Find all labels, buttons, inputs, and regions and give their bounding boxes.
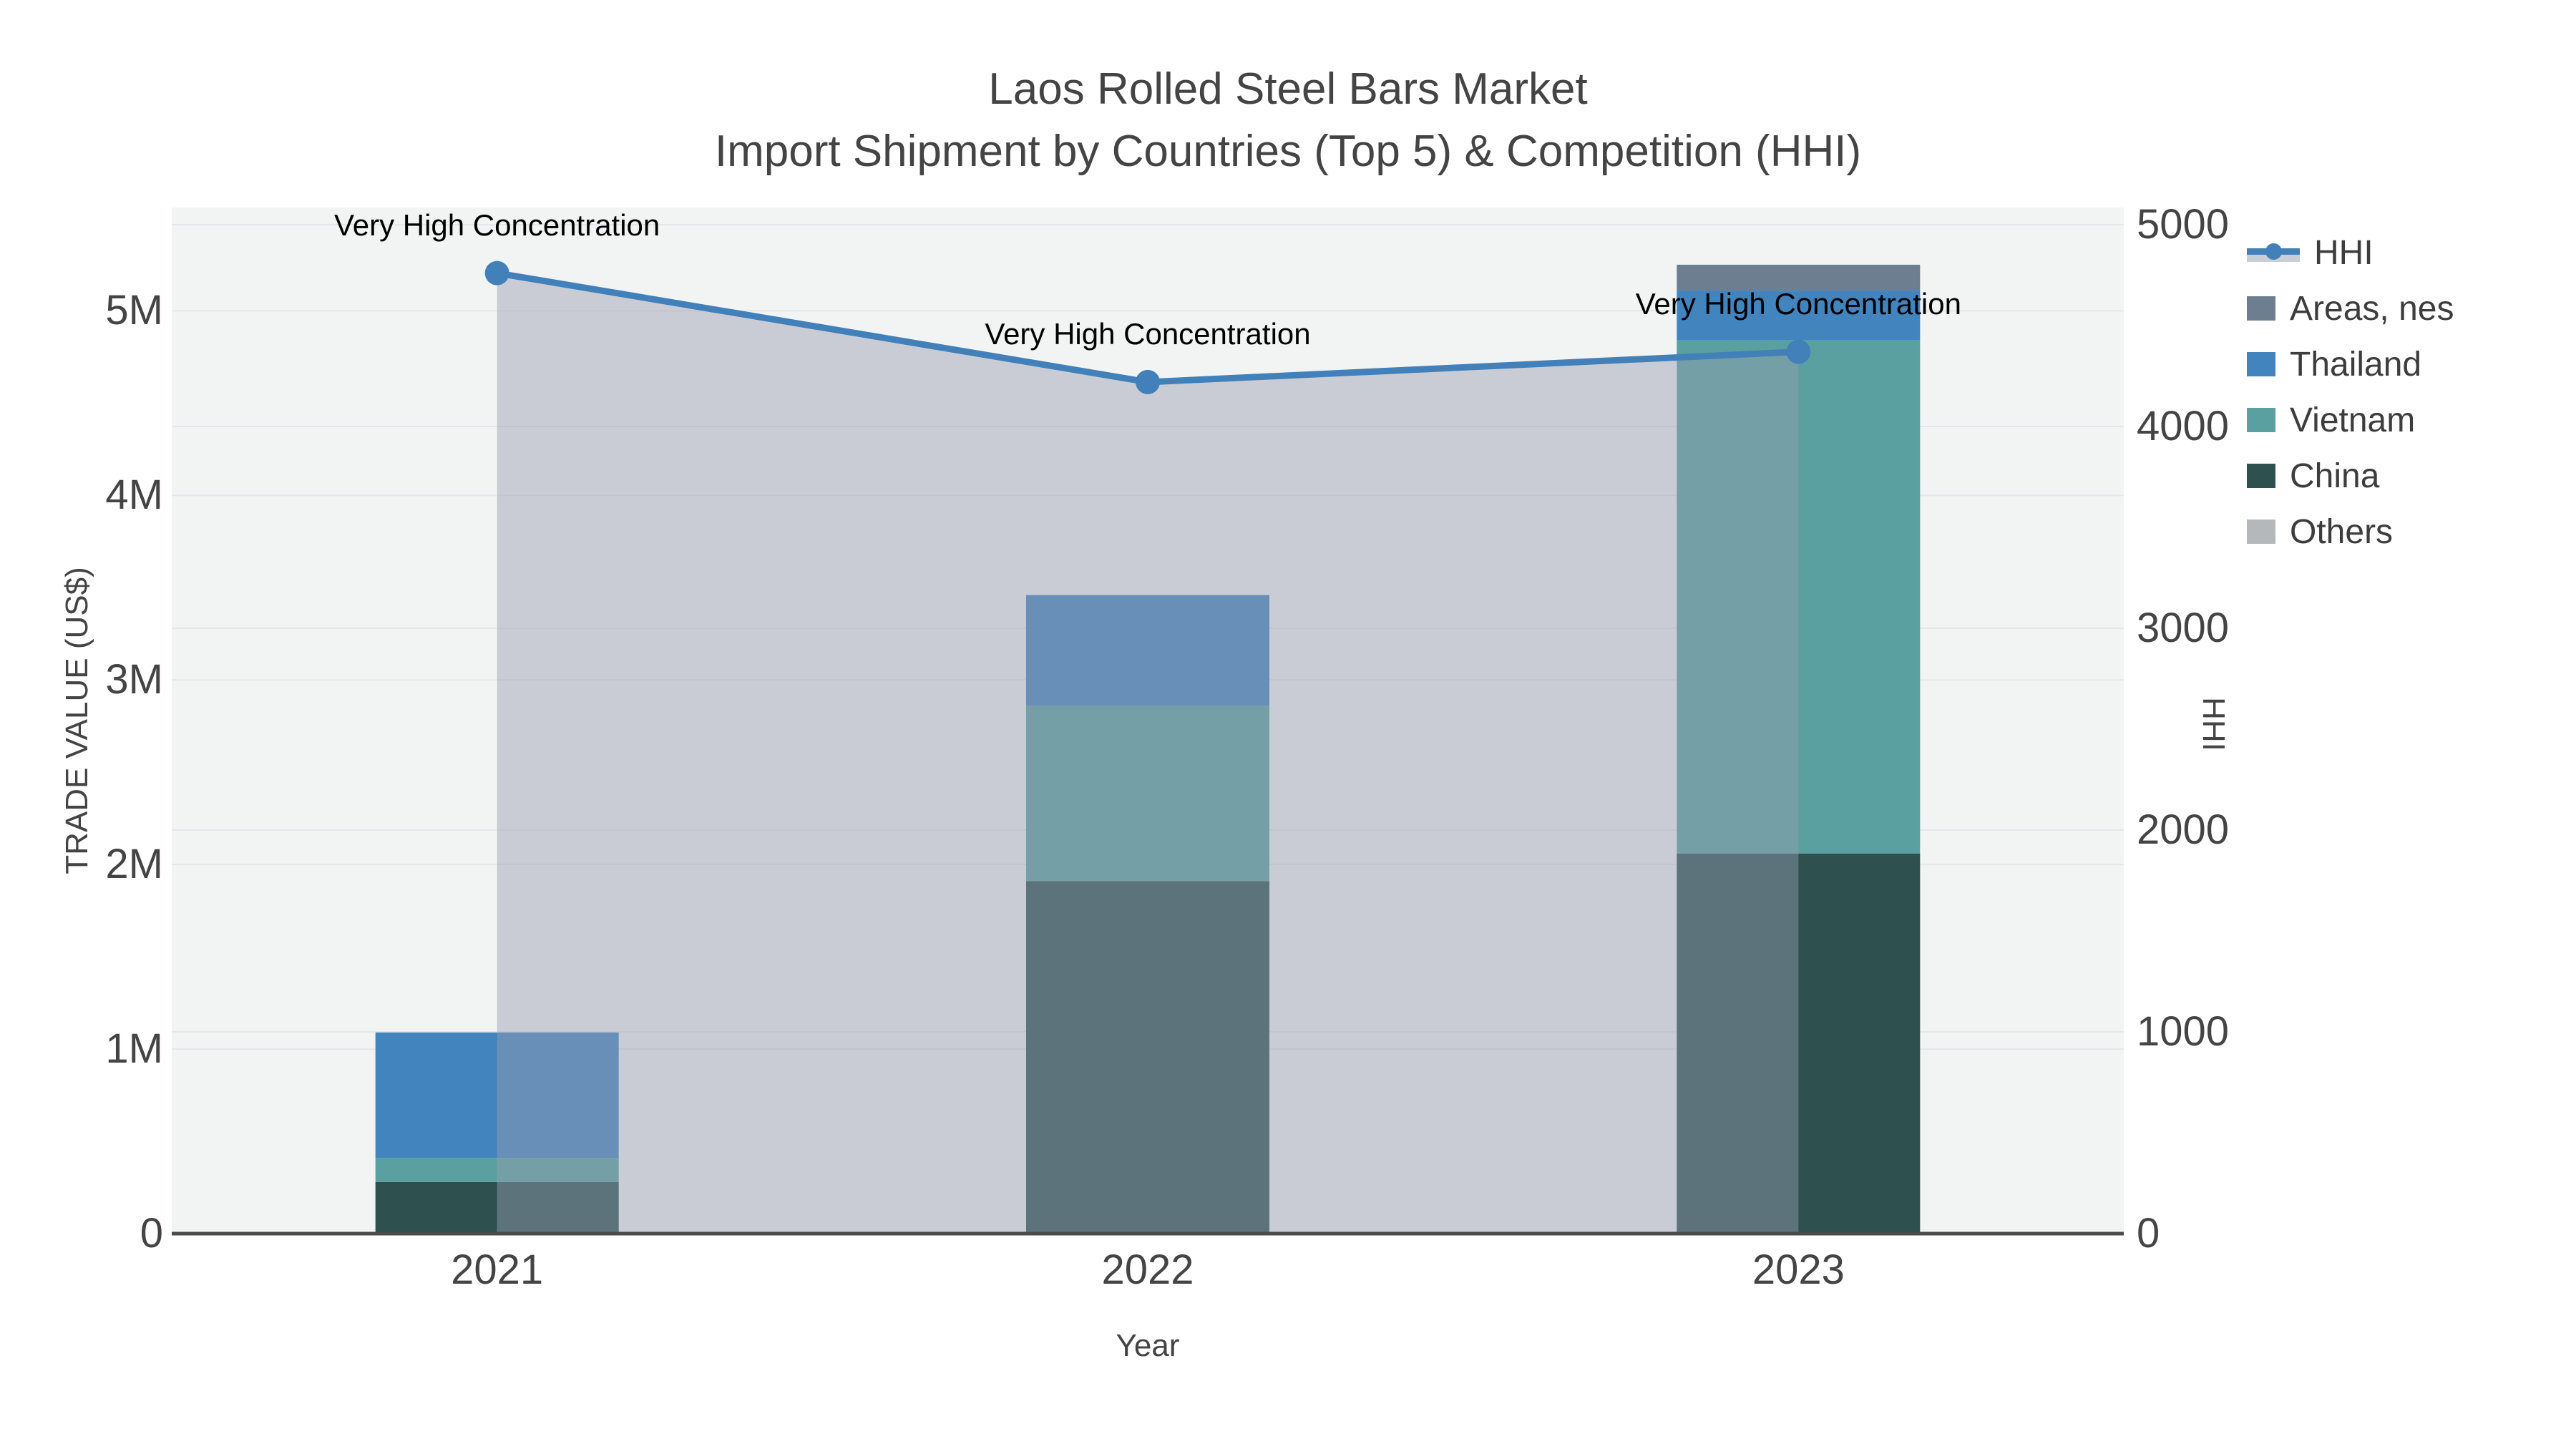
legend-swatch-icon [2247,464,2275,488]
bar-segment-thailand-2023[interactable] [1677,291,1921,341]
annotation-2021: Very High Concentration [334,208,660,242]
bar-segment-areas-nes-2023[interactable] [1677,264,1921,291]
hhi-marker-2023[interactable] [1786,339,1811,364]
legend: HHI Areas, nes Thailand Vietnam China Others [2247,225,2454,560]
chart-title-line2: Import Shipment by Countries (Top 5) & C… [714,127,1862,176]
legend-swatch-icon [2247,519,2275,544]
chart-title-line1: Laos Rolled Steel Bars Market [988,64,1588,114]
y-right-tick-1000: 1000 [2137,1008,2230,1055]
y-left-tick-4M: 4M [105,472,163,519]
legend-label: Others [2290,512,2394,551]
legend-item-china[interactable]: China [2247,448,2454,504]
legend-swatch-icon [2247,296,2275,321]
bar-segment-china-2022[interactable] [1026,881,1269,1234]
hhi-dot-icon [2265,243,2282,260]
legend-swatch-icon [2247,408,2275,432]
hhi-markers [484,260,1811,394]
y-right-axis-title: HHI [2196,697,2231,751]
bar-segment-china-2023[interactable] [1677,853,1921,1234]
annotation-2022: Very High Concentration [985,316,1311,351]
y-left-tick-2M: 2M [105,841,163,888]
y-left-tick-0: 0 [140,1210,163,1257]
bar-segment-vietnam-2022[interactable] [1026,706,1269,882]
x-tick-2023: 2023 [1752,1246,1845,1293]
y-right-tick-2000: 2000 [2137,806,2230,853]
y-left-tick-1M: 1M [105,1025,163,1073]
hhi-line-swatch-icon [2247,240,2300,265]
legend-item-thailand[interactable]: Thailand [2247,336,2454,392]
legend-item-vietnam[interactable]: Vietnam [2247,392,2454,448]
legend-label: HHI [2314,233,2373,272]
y-right-tick-0: 0 [2137,1210,2160,1257]
legend-label: Thailand [2290,345,2422,384]
bar-segment-china-2021[interactable] [375,1181,619,1234]
x-tick-2021: 2021 [451,1246,544,1293]
legend-swatch-icon [2247,352,2275,376]
x-axis-title: Year [1116,1328,1180,1363]
legend-item-hhi[interactable]: HHI [2247,225,2454,280]
stacked-bars [375,264,1921,1234]
hhi-marker-2021[interactable] [484,260,509,286]
y-left-axis-title: TRADE VALUE (US$) [59,567,94,874]
legend-item-areas-nes[interactable]: Areas, nes [2247,280,2454,336]
annotation-2023: Very High Concentration [1635,286,1961,321]
bar-segment-thailand-2022[interactable] [1026,595,1269,706]
legend-label: Vietnam [2290,401,2416,439]
bar-segment-thailand-2021[interactable] [375,1032,619,1158]
hhi-marker-2022[interactable] [1136,369,1160,394]
bar-segment-vietnam-2023[interactable] [1677,340,1921,854]
y-right-tick-5000: 5000 [2137,200,2230,248]
y-left-tick-3M: 3M [105,656,163,703]
y-right-tick-3000: 3000 [2137,604,2230,651]
chart-title: Laos Rolled Steel Bars Market Import Shi… [0,63,2576,187]
legend-label: China [2290,457,2380,495]
bar-segment-vietnam-2021[interactable] [375,1158,619,1182]
y-right-tick-4000: 4000 [2137,402,2230,449]
hhi-area-fill [497,273,1799,1234]
x-tick-2022: 2022 [1101,1246,1194,1293]
y-left-tick-5M: 5M [105,287,163,334]
legend-label: Areas, nes [2290,289,2454,328]
legend-item-others[interactable]: Others [2247,504,2454,560]
